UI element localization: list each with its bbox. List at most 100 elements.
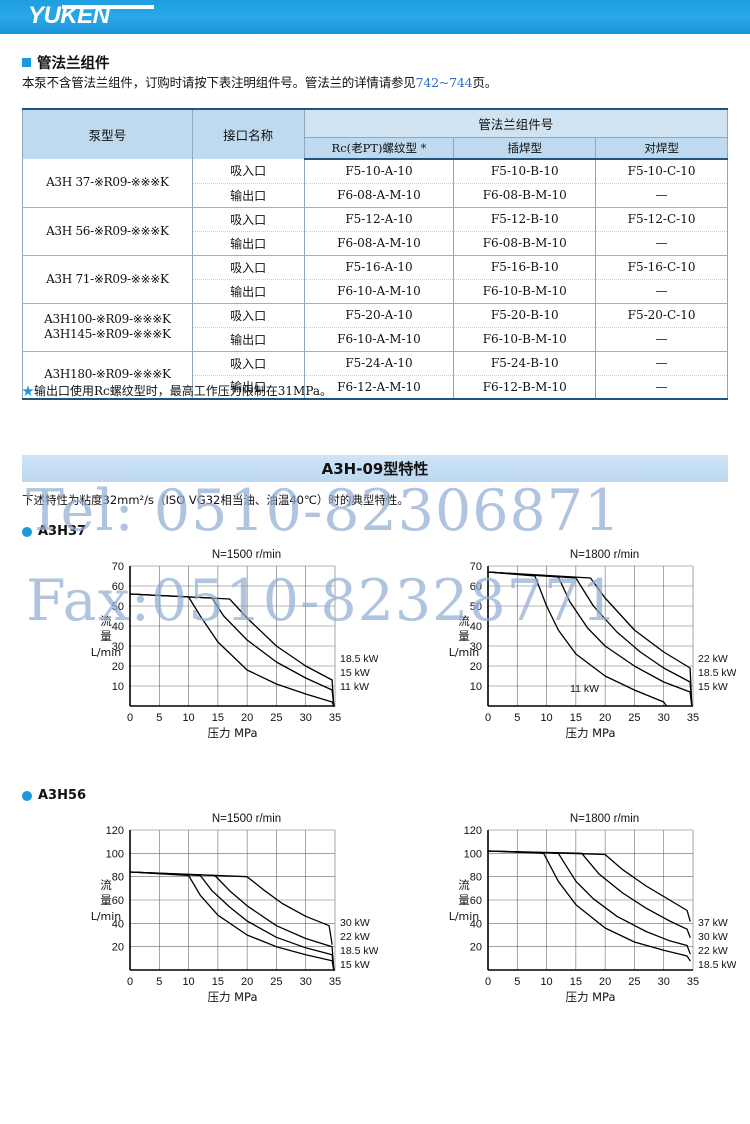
svg-text:40: 40 xyxy=(112,621,124,633)
flange-section-heading: 管法兰组件 xyxy=(22,52,110,73)
svg-text:10: 10 xyxy=(540,976,552,988)
svg-text:压力 MPa: 压力 MPa xyxy=(207,726,257,740)
table-footnote: ★输出口使用Rc螺纹型时，最高工作压力限制在31MPa。 xyxy=(22,382,332,399)
svg-text:80: 80 xyxy=(112,872,124,884)
cell-butt: F5-16-C-10 xyxy=(595,255,728,280)
svg-text:量: 量 xyxy=(458,629,470,643)
cell-model-line2: A3H145-※R09-※※※K xyxy=(44,327,171,341)
cell-port: 输出口 xyxy=(191,231,305,256)
chart-a3h56-1500rpm: 0 5 10 15 20 25 30 35 20 40 60 80 100 120 N=1500 r/min… xyxy=(78,806,378,1014)
svg-text:22 kW: 22 kW xyxy=(340,931,370,943)
table-row: 输出口 F6-10-A-M-10 F6-10-B-M-10 — xyxy=(23,327,728,352)
svg-text:5: 5 xyxy=(514,976,520,988)
cell-socket: F6-10-B-M-10 xyxy=(453,279,597,304)
table-row: 输出口 F6-08-A-M-10 F6-08-B-M-10 — xyxy=(23,231,728,256)
svg-text:20: 20 xyxy=(241,976,253,988)
characteristics-note: 下述特性为粘度32mm²/s（ISO VG32相当油、油温40℃）时的典型特性。 xyxy=(22,493,409,507)
cell-rc: F6-10-A-M-10 xyxy=(303,327,455,352)
th-pump-model: 泵型号 xyxy=(22,108,193,159)
footnote-text: 输出口使用Rc螺纹型时，最高工作压力限制在31MPa。 xyxy=(34,384,333,398)
svg-text:10: 10 xyxy=(182,976,194,988)
cell-butt: F5-20-C-10 xyxy=(595,303,728,328)
svg-text:N=1500 r/min: N=1500 r/min xyxy=(212,813,281,825)
table-row: A3H 71-※R09-※※※K 吸入口 F5-16-A-10 F5-16-B-… xyxy=(22,255,728,304)
circle-bullet-icon xyxy=(22,790,32,801)
cell-port: 吸入口 xyxy=(191,159,305,184)
svg-text:60: 60 xyxy=(112,581,124,593)
svg-text:30: 30 xyxy=(300,976,312,988)
svg-text:流: 流 xyxy=(100,878,112,892)
svg-text:20: 20 xyxy=(470,942,482,954)
svg-text:量: 量 xyxy=(100,893,112,907)
svg-text:35: 35 xyxy=(329,976,341,988)
page-reference-link[interactable]: 742~744 xyxy=(415,75,473,90)
yuken-logo: YUKEN xyxy=(26,3,154,29)
cell-socket: F5-10-B-10 xyxy=(453,159,597,184)
cell-socket: F6-10-B-M-10 xyxy=(453,327,597,352)
group-label-a3h56: A3H56 xyxy=(38,788,87,803)
header-row-sub: Rc(老PT)螺纹型 * 插焊型 对焊型 xyxy=(23,137,728,160)
cell-socket: F5-12-B-10 xyxy=(453,207,597,232)
watermark-tel: Tel: 0510-82306871 xyxy=(26,478,622,544)
cell-socket: F5-20-B-10 xyxy=(453,303,597,328)
cell-model-line1: A3H100-※R09-※※※K xyxy=(44,312,171,326)
svg-text:100: 100 xyxy=(106,848,124,860)
svg-text:L/min: L/min xyxy=(91,646,122,659)
cell-butt: F5-10-C-10 xyxy=(595,159,728,184)
chart-a3h37-1500rpm: 0 5 10 15 20 25 30 35 10 20 30 40 50 60 70 N=1500 r/min… xyxy=(78,542,378,750)
cell-port: 吸入口 xyxy=(191,255,305,280)
svg-text:25: 25 xyxy=(270,976,282,988)
svg-text:0: 0 xyxy=(485,976,491,988)
svg-text:10: 10 xyxy=(540,712,552,724)
svg-text:70: 70 xyxy=(470,561,482,573)
svg-text:60: 60 xyxy=(470,581,482,593)
svg-text:0: 0 xyxy=(127,712,133,724)
group-label-a3h37: A3H37 xyxy=(38,524,87,539)
svg-text:流: 流 xyxy=(458,614,470,628)
svg-text:40: 40 xyxy=(112,918,124,930)
cell-model: A3H180-※R09-※※※K xyxy=(22,351,193,400)
cell-port: 吸入口 xyxy=(191,303,305,328)
cell-socket: F5-16-B-10 xyxy=(453,255,597,280)
svg-text:37 kW: 37 kW xyxy=(698,917,728,929)
svg-text:0: 0 xyxy=(485,712,491,724)
svg-text:L/min: L/min xyxy=(449,646,480,659)
svg-text:35: 35 xyxy=(687,976,699,988)
svg-text:20: 20 xyxy=(599,976,611,988)
svg-text:15: 15 xyxy=(212,976,224,988)
cell-port: 输出口 xyxy=(191,279,305,304)
flange-assembly-table: 泵型号 接口名称 管法兰组件号 Rc(老PT)螺纹型 * 插焊型 对焊型 A3H… xyxy=(22,108,729,400)
svg-text:22 kW: 22 kW xyxy=(698,945,728,957)
cell-port: 输出口 xyxy=(191,375,305,400)
svg-text:22 kW: 22 kW xyxy=(698,653,728,665)
svg-text:120: 120 xyxy=(106,825,124,837)
cell-rc: F6-08-A-M-10 xyxy=(303,183,455,208)
svg-text:120: 120 xyxy=(464,825,482,837)
svg-text:流: 流 xyxy=(100,614,112,628)
cell-socket: F6-08-B-M-10 xyxy=(453,231,597,256)
table-row: A3H 37-※R09-※※※K 吸入口 F5-10-A-10 F5-10-B-… xyxy=(22,159,728,208)
table-row: A3H 56-※R09-※※※K 吸入口 F5-12-A-10 F5-12-B-… xyxy=(22,207,728,256)
cell-rc: F5-16-A-10 xyxy=(303,255,455,280)
svg-text:15 kW: 15 kW xyxy=(340,959,370,971)
svg-text:30 kW: 30 kW xyxy=(340,917,370,929)
svg-text:40: 40 xyxy=(470,621,482,633)
svg-text:5: 5 xyxy=(514,712,520,724)
svg-text:35: 35 xyxy=(329,712,341,724)
svg-text:30: 30 xyxy=(470,641,482,653)
svg-text:35: 35 xyxy=(687,712,699,724)
svg-text:80: 80 xyxy=(470,872,482,884)
svg-text:压力 MPa: 压力 MPa xyxy=(207,990,257,1004)
svg-text:30: 30 xyxy=(658,976,670,988)
svg-text:N=1500 r/min: N=1500 r/min xyxy=(212,549,281,561)
cell-rc: F6-08-A-M-10 xyxy=(303,231,455,256)
svg-text:18.5 kW: 18.5 kW xyxy=(340,653,378,665)
svg-text:11 kW: 11 kW xyxy=(570,683,599,695)
table-head: 泵型号 接口名称 管法兰组件号 Rc(老PT)螺纹型 * 插焊型 对焊型 xyxy=(22,108,729,160)
svg-text:5: 5 xyxy=(156,976,162,988)
cell-butt: — xyxy=(595,183,728,208)
svg-text:10: 10 xyxy=(182,712,194,724)
svg-text:压力 MPa: 压力 MPa xyxy=(565,990,615,1004)
svg-text:60: 60 xyxy=(470,895,482,907)
svg-text:N=1800 r/min: N=1800 r/min xyxy=(570,549,639,561)
